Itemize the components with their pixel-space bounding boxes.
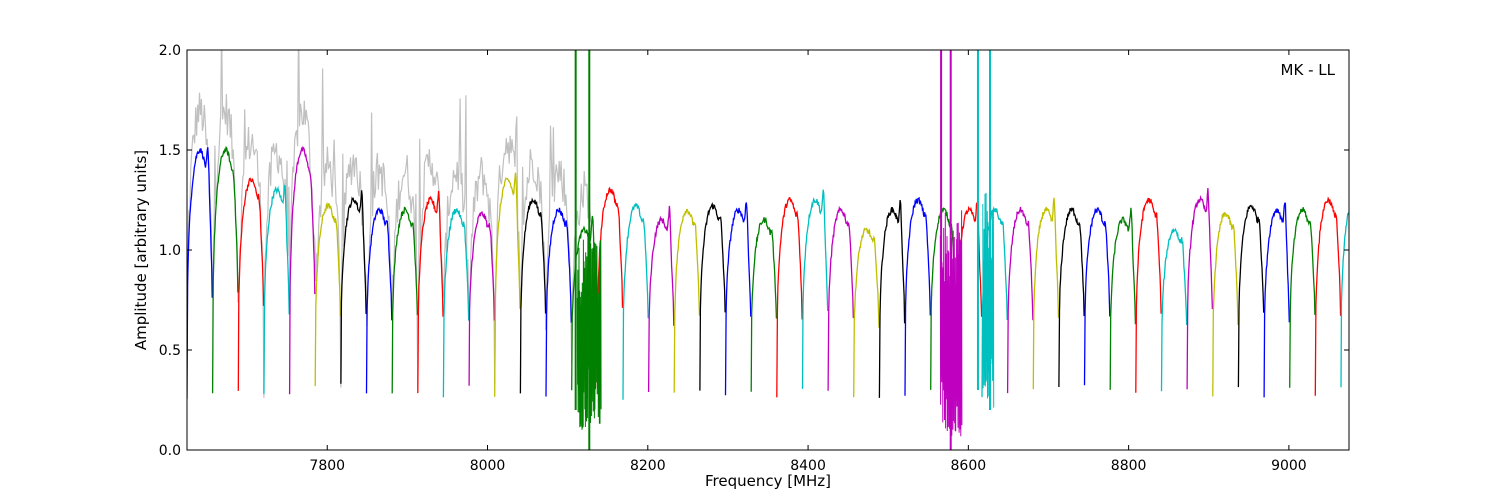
x-tick-label: 8200 xyxy=(630,458,666,474)
channel-series-line xyxy=(417,190,444,394)
channel-series-line xyxy=(365,206,393,394)
x-tick-label: 7800 xyxy=(309,458,345,474)
y-tick-label: 0.5 xyxy=(159,343,181,359)
channel-series-line xyxy=(622,203,649,400)
x-tick-label: 8400 xyxy=(790,458,826,474)
channel-series-line xyxy=(237,177,265,391)
channel-series-line xyxy=(391,206,419,394)
channel-series-line xyxy=(468,210,495,386)
rfi-noise-line xyxy=(982,192,995,408)
plot-annotation: MK - LL xyxy=(1281,61,1336,79)
channel-series-line xyxy=(1186,188,1214,390)
x-tick-label: 8600 xyxy=(951,458,987,474)
channel-series-line xyxy=(494,172,521,397)
channel-series-line xyxy=(1058,207,1085,388)
channel-series-line xyxy=(519,197,547,394)
channel-series-line xyxy=(1340,208,1349,388)
channel-series-line xyxy=(904,196,931,396)
channel-series-line xyxy=(1212,212,1239,397)
channel-series-line xyxy=(827,205,854,391)
channel-series-line xyxy=(1314,196,1342,396)
channel-series-line xyxy=(1263,202,1290,398)
y-tick-label: 1.0 xyxy=(159,243,181,259)
channel-series-line xyxy=(1135,197,1162,393)
channel-series-line xyxy=(340,190,367,384)
channel-series-line xyxy=(545,207,572,397)
x-tick-label: 9000 xyxy=(1271,458,1307,474)
x-tick-label: 8800 xyxy=(1111,458,1147,474)
channel-series-line xyxy=(211,146,239,394)
background-series-line xyxy=(187,50,592,398)
channel-series-line xyxy=(442,208,470,398)
channel-series-line xyxy=(673,208,701,393)
channel-series-line xyxy=(853,227,880,398)
channel-series-line xyxy=(878,199,906,398)
channel-series-line xyxy=(1032,197,1060,390)
channel-series-line xyxy=(187,147,213,399)
channel-series-line xyxy=(750,216,778,392)
channel-series-line xyxy=(1006,206,1034,394)
y-tick-label: 0.0 xyxy=(159,443,181,459)
channel-series-line xyxy=(263,184,290,394)
x-tick-label: 8000 xyxy=(470,458,506,474)
channel-series-line xyxy=(288,145,316,395)
channel-series-line xyxy=(724,202,752,396)
axes: 7800 8000 8200 8400 8600 8800 9000 0.0 0.5 1.0 1.5… xyxy=(159,43,1349,474)
channel-series-line xyxy=(596,186,624,388)
channel-series-line xyxy=(1109,207,1137,390)
channel-series-line xyxy=(1160,227,1188,392)
plot-frame xyxy=(186,49,1350,451)
y-axis-title: Amplitude [arbitrary units] xyxy=(132,150,150,350)
y-tick-label: 1.5 xyxy=(159,143,181,159)
y-tick-label: 2.0 xyxy=(159,43,181,59)
x-axis-title: Frequency [MHz] xyxy=(705,472,831,490)
channel-series-line xyxy=(1237,204,1265,388)
channel-series-line xyxy=(647,205,675,393)
channel-series-line xyxy=(1083,207,1111,386)
channel-series-line xyxy=(801,189,829,389)
channel-series-line xyxy=(699,202,726,391)
plot-content xyxy=(187,50,1349,450)
channel-series-line xyxy=(314,201,342,387)
channel-series-line xyxy=(1289,207,1316,388)
channel-series-line xyxy=(776,196,803,398)
